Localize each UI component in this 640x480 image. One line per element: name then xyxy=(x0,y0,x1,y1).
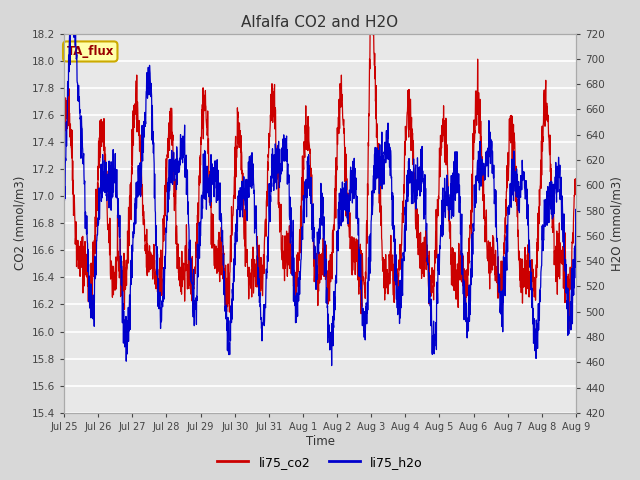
Legend: li75_co2, li75_h2o: li75_co2, li75_h2o xyxy=(212,451,428,474)
Title: Alfalfa CO2 and H2O: Alfalfa CO2 and H2O xyxy=(241,15,399,30)
X-axis label: Time: Time xyxy=(305,434,335,448)
Y-axis label: CO2 (mmol/m3): CO2 (mmol/m3) xyxy=(13,176,26,270)
Text: TA_flux: TA_flux xyxy=(67,45,114,58)
Y-axis label: H2O (mmol/m3): H2O (mmol/m3) xyxy=(611,176,623,271)
